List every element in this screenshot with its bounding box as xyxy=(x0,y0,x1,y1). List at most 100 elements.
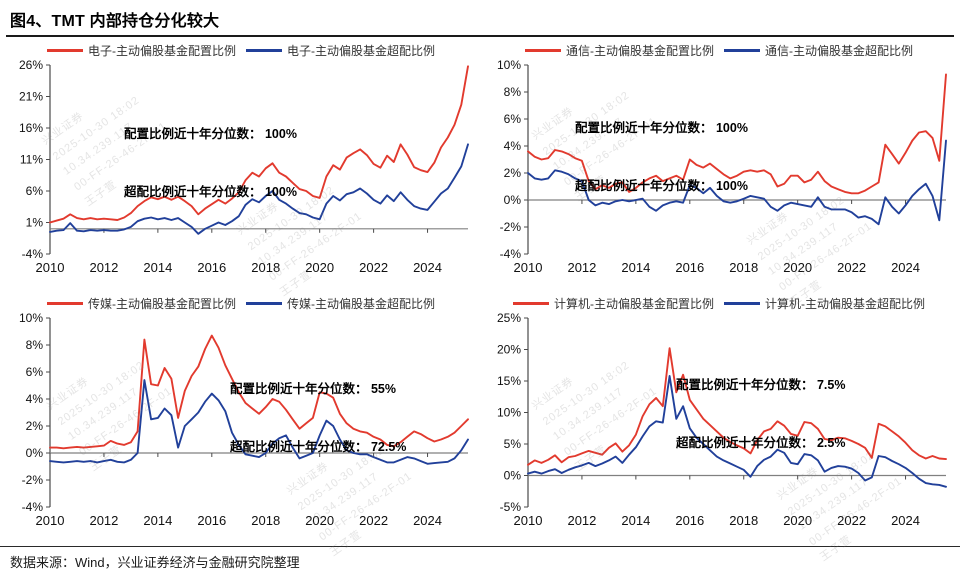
svg-text:0%: 0% xyxy=(504,193,522,207)
svg-text:2%: 2% xyxy=(26,419,44,433)
legend-label-allocation: 电子-主动偏股基金配置比例 xyxy=(88,43,236,58)
svg-text:16%: 16% xyxy=(19,121,43,135)
svg-text:2018: 2018 xyxy=(251,260,280,275)
chart-computer: 计算机-主动偏股基金配置比例 计算机-主动偏股基金超配比例 配置比例近十年分位数… xyxy=(480,291,958,544)
svg-text:20%: 20% xyxy=(497,343,521,357)
svg-text:2012: 2012 xyxy=(567,513,596,528)
svg-text:-4%: -4% xyxy=(22,500,44,514)
svg-text:2010: 2010 xyxy=(36,513,65,528)
legend-label-overweight: 通信-主动偏股基金超配比例 xyxy=(765,43,913,58)
percentile-annotation: 配置比例近十年分位数： 100% 超配比例近十年分位数： 100% xyxy=(124,86,297,241)
svg-text:2024: 2024 xyxy=(891,260,920,275)
svg-text:2016: 2016 xyxy=(197,260,226,275)
chart-communications: 通信-主动偏股基金配置比例 通信-主动偏股基金超配比例 配置比例近十年分位数： … xyxy=(480,38,958,291)
svg-text:2014: 2014 xyxy=(143,260,172,275)
svg-text:11%: 11% xyxy=(20,153,43,167)
svg-text:8%: 8% xyxy=(504,85,522,99)
legend-item-overweight: 传媒-主动偏股基金超配比例 xyxy=(246,295,435,312)
percentile-annotation: 配置比例近十年分位数： 100% 超配比例近十年分位数： 100% xyxy=(575,80,748,235)
svg-text:2022: 2022 xyxy=(359,513,388,528)
red-line-swatch-icon xyxy=(47,301,83,305)
svg-text:4%: 4% xyxy=(504,139,522,153)
svg-text:8%: 8% xyxy=(26,338,44,352)
percentile-annotation: 配置比例近十年分位数： 7.5% 超配比例近十年分位数： 2.5% xyxy=(676,337,845,492)
svg-text:-2%: -2% xyxy=(500,220,522,234)
annotation-line: 超配比例近十年分位数： 100% xyxy=(575,178,748,193)
svg-text:2020: 2020 xyxy=(783,260,812,275)
red-line-swatch-icon xyxy=(525,48,561,52)
svg-text:5%: 5% xyxy=(504,437,522,451)
blue-line-swatch-icon xyxy=(724,48,760,52)
svg-text:-4%: -4% xyxy=(22,247,44,261)
svg-text:2010: 2010 xyxy=(514,513,543,528)
svg-text:25%: 25% xyxy=(497,311,521,325)
legend-item-overweight: 通信-主动偏股基金超配比例 xyxy=(724,42,913,59)
svg-text:2012: 2012 xyxy=(89,513,118,528)
legend-label-allocation: 计算机-主动偏股基金配置比例 xyxy=(554,296,714,311)
figure-title: 图4、TMT 内部持仓分化较大 xyxy=(10,13,220,30)
annotation-line: 超配比例近十年分位数： 2.5% xyxy=(676,435,846,450)
svg-text:10%: 10% xyxy=(497,58,521,72)
blue-line-swatch-icon xyxy=(246,48,282,52)
legend-item-allocation: 通信-主动偏股基金配置比例 xyxy=(525,42,714,59)
svg-text:4%: 4% xyxy=(26,392,44,406)
legend-item-overweight: 计算机-主动偏股基金超配比例 xyxy=(724,295,925,312)
legend-item-allocation: 电子-主动偏股基金配置比例 xyxy=(47,42,236,59)
annotation-line: 配置比例近十年分位数： 7.5% xyxy=(676,377,846,392)
svg-text:1%: 1% xyxy=(26,216,44,230)
red-line-swatch-icon xyxy=(47,48,83,52)
svg-text:-5%: -5% xyxy=(500,500,522,514)
svg-text:2018: 2018 xyxy=(251,513,280,528)
svg-text:2020: 2020 xyxy=(783,513,812,528)
svg-text:2020: 2020 xyxy=(305,513,334,528)
svg-text:2016: 2016 xyxy=(197,513,226,528)
title-divider xyxy=(6,35,954,37)
data-source: 数据来源：Wind，兴业证券经济与金融研究院整理 xyxy=(10,555,300,570)
legend-item-overweight: 电子-主动偏股基金超配比例 xyxy=(246,42,435,59)
legend-communications: 通信-主动偏股基金配置比例 通信-主动偏股基金超配比例 xyxy=(480,38,958,58)
chart-electronics: 电子-主动偏股基金配置比例 电子-主动偏股基金超配比例 配置比例近十年分位数： … xyxy=(2,38,480,291)
svg-text:6%: 6% xyxy=(26,184,44,198)
line-chart-computer: 25% 20% 15% 10% 5% 0% -5%2010 2012 2014 2016 2018 2… xyxy=(497,311,947,528)
blue-line-swatch-icon xyxy=(246,301,282,305)
annotation-line: 超配比例近十年分位数： 72.5% xyxy=(230,439,407,454)
legend-item-allocation: 传媒-主动偏股基金配置比例 xyxy=(47,295,236,312)
svg-text:2016: 2016 xyxy=(675,260,704,275)
chart-media: 传媒-主动偏股基金配置比例 传媒-主动偏股基金超配比例 配置比例近十年分位数： … xyxy=(2,291,480,544)
svg-text:10%: 10% xyxy=(497,406,521,420)
annotation-line: 配置比例近十年分位数： 100% xyxy=(124,126,297,141)
svg-text:2016: 2016 xyxy=(675,513,704,528)
svg-text:0%: 0% xyxy=(504,469,522,483)
svg-text:6%: 6% xyxy=(504,112,522,126)
blue-line-swatch-icon xyxy=(724,301,760,305)
svg-text:2018: 2018 xyxy=(729,260,758,275)
percentile-annotation: 配置比例近十年分位数： 55% 超配比例近十年分位数： 72.5% xyxy=(230,341,406,496)
red-line-swatch-icon xyxy=(513,301,549,305)
chart-grid: 电子-主动偏股基金配置比例 电子-主动偏股基金超配比例 配置比例近十年分位数： … xyxy=(0,37,960,544)
legend-item-allocation: 计算机-主动偏股基金配置比例 xyxy=(513,295,714,312)
svg-text:2014: 2014 xyxy=(621,260,650,275)
legend-media: 传媒-主动偏股基金配置比例 传媒-主动偏股基金超配比例 xyxy=(2,291,480,311)
svg-text:2012: 2012 xyxy=(567,260,596,275)
svg-text:2014: 2014 xyxy=(143,513,172,528)
svg-text:-2%: -2% xyxy=(22,473,44,487)
svg-text:21%: 21% xyxy=(19,90,43,104)
line-chart-electronics: 26% 21% 16% 11% 6% 1% -4%2010 2012 2014 2016 2018 2… xyxy=(19,58,469,275)
svg-text:2024: 2024 xyxy=(413,513,442,528)
svg-text:2%: 2% xyxy=(504,166,522,180)
svg-text:2024: 2024 xyxy=(891,513,920,528)
legend-label-overweight: 计算机-主动偏股基金超配比例 xyxy=(765,296,925,311)
line-chart-media: 10% 8% 6% 4% 2% 0% -2% -4%2010 2012 2014 2016 2018 2… xyxy=(19,311,469,528)
legend-label-overweight: 电子-主动偏股基金超配比例 xyxy=(287,43,435,58)
svg-text:2014: 2014 xyxy=(621,513,650,528)
legend-label-allocation: 通信-主动偏股基金配置比例 xyxy=(566,43,714,58)
svg-text:2024: 2024 xyxy=(413,260,442,275)
svg-text:2022: 2022 xyxy=(837,513,866,528)
annotation-line: 配置比例近十年分位数： 100% xyxy=(575,120,748,135)
svg-text:2018: 2018 xyxy=(729,513,758,528)
svg-text:0%: 0% xyxy=(26,446,44,460)
svg-text:2012: 2012 xyxy=(89,260,118,275)
legend-label-overweight: 传媒-主动偏股基金超配比例 xyxy=(287,296,435,311)
svg-text:6%: 6% xyxy=(26,365,44,379)
